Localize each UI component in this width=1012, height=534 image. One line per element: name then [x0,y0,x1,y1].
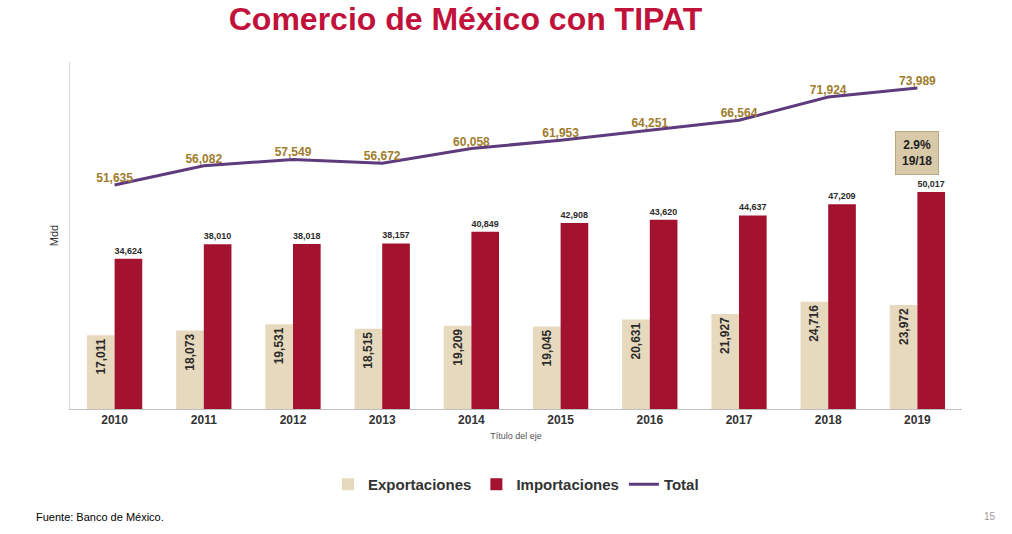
svg-text:2019: 2019 [904,413,931,427]
svg-text:Fuente: Banco de México.: Fuente: Banco de México. [36,511,164,523]
svg-text:38,157: 38,157 [382,230,409,240]
svg-text:Exportaciones: Exportaciones [368,476,471,493]
svg-text:2010: 2010 [101,413,128,427]
svg-text:2.9%19/18: 2.9%19/18 [902,138,932,168]
svg-text:50,017: 50,017 [917,179,944,189]
svg-text:18,515: 18,515 [361,332,375,369]
svg-text:Título del eje: Título del eje [490,431,542,441]
svg-text:66,564: 66,564 [721,106,758,120]
svg-text:19,531: 19,531 [272,327,286,364]
svg-text:19,045: 19,045 [540,329,554,366]
svg-text:2013: 2013 [369,413,396,427]
svg-text:61,953: 61,953 [542,126,579,140]
svg-text:57,549: 57,549 [275,145,312,159]
svg-text:2015: 2015 [547,413,574,427]
svg-text:60,058: 60,058 [453,135,490,149]
svg-text:18,073: 18,073 [183,334,197,371]
svg-text:42,908: 42,908 [561,210,588,220]
svg-text:2018: 2018 [815,413,842,427]
svg-text:64,251: 64,251 [631,116,668,130]
svg-text:2012: 2012 [280,413,307,427]
svg-text:38,010: 38,010 [204,231,231,241]
svg-text:24,716: 24,716 [807,305,821,342]
svg-text:56,082: 56,082 [185,152,222,166]
svg-text:19,209: 19,209 [451,329,465,366]
svg-text:Importaciones: Importaciones [516,476,619,493]
svg-text:Comercio de México con TIPAT: Comercio de México con TIPAT [229,1,703,37]
svg-text:2014: 2014 [458,413,485,427]
svg-text:40,849: 40,849 [471,219,498,229]
svg-text:2016: 2016 [636,413,663,427]
svg-text:Total: Total [664,476,699,493]
svg-text:38,018: 38,018 [293,231,320,241]
svg-text:15: 15 [984,511,996,522]
svg-text:34,624: 34,624 [115,246,142,256]
svg-text:73,989: 73,989 [899,74,936,88]
svg-text:21,927: 21,927 [718,317,732,354]
svg-text:2011: 2011 [191,413,217,427]
svg-text:20,631: 20,631 [629,323,643,360]
svg-text:Mdd: Mdd [48,225,60,246]
svg-text:23,972: 23,972 [897,308,911,345]
svg-text:71,924: 71,924 [810,83,847,97]
svg-text:17,011: 17,011 [94,338,108,374]
svg-text:47,209: 47,209 [828,191,855,201]
svg-text:2017: 2017 [726,413,753,427]
svg-text:44,637: 44,637 [739,202,766,212]
svg-text:56,672: 56,672 [364,149,401,163]
svg-text:51,635: 51,635 [96,171,133,185]
svg-text:43,620: 43,620 [650,207,677,217]
